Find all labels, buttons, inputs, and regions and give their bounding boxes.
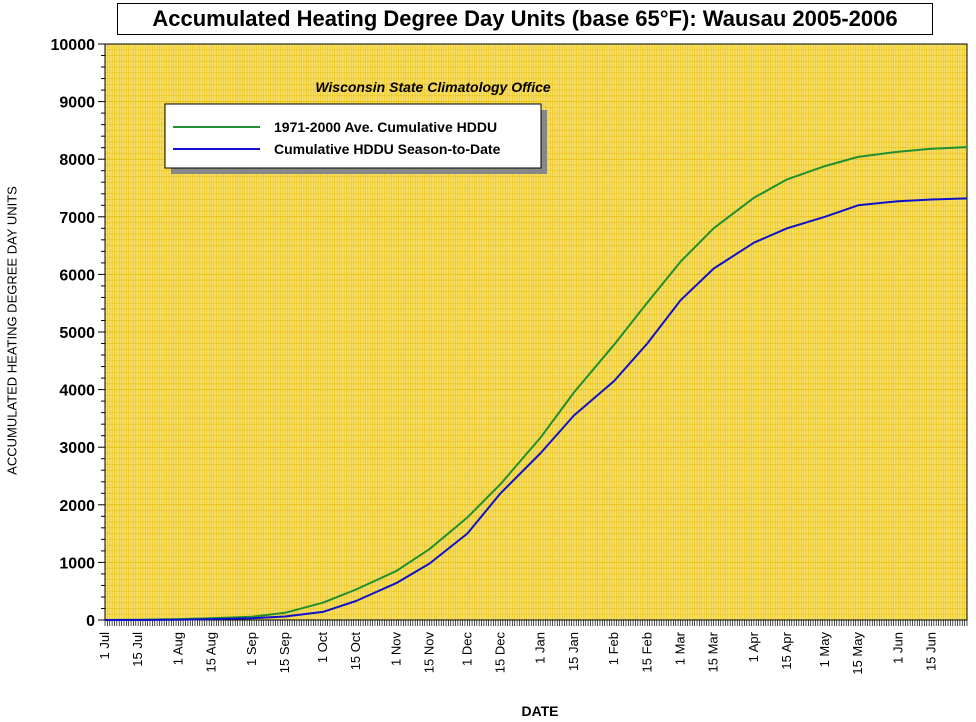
x-tick-label: 15 Mar bbox=[706, 631, 721, 672]
legend-box bbox=[164, 103, 542, 169]
y-tick-label: 7000 bbox=[59, 210, 95, 227]
y-tick-label: 1000 bbox=[59, 555, 95, 572]
x-tick-label: 1 Apr bbox=[746, 631, 761, 662]
x-axis-label: DATE bbox=[521, 703, 559, 719]
legend-label: Cumulative HDDU Season-to-Date bbox=[274, 141, 501, 157]
x-tick-label: 15 Aug bbox=[204, 632, 219, 673]
y-axis-label: ACCUMULATED HEATING DEGREE DAY UNITS bbox=[4, 186, 20, 475]
x-tick-label: 15 Oct bbox=[348, 632, 363, 671]
x-tick-label: 1 Jun bbox=[890, 632, 905, 664]
x-tick-label: 15 Jun bbox=[923, 632, 938, 671]
x-tick-label: 1 Jan bbox=[533, 632, 548, 664]
y-axis: 0 1000 2000 3000 4000 5000 6000 7000 8000 9000 100… bbox=[51, 37, 105, 630]
x-axis: 1 Jul 15 Jul 1 Aug 15 Aug 1 Sep 15 Sep 1 Oct 15… bbox=[97, 620, 968, 675]
x-tick-label: 15 Nov bbox=[421, 632, 436, 674]
x-tick-label: 15 Apr bbox=[779, 631, 794, 669]
y-tick-label: 5000 bbox=[59, 325, 95, 342]
x-tick-label: 15 Feb bbox=[639, 632, 654, 672]
x-tick-label: 1 Dec bbox=[459, 632, 474, 666]
x-tick-label: 1 Mar bbox=[672, 631, 687, 665]
y-tick-label: 3000 bbox=[59, 440, 95, 457]
series-line bbox=[105, 197, 968, 621]
chart-subtitle: Wisconsin State Climatology Office bbox=[315, 79, 551, 95]
series-lines bbox=[104, 146, 968, 621]
x-tick-label: 15 May bbox=[850, 632, 865, 675]
x-tick-label: 1 Jul bbox=[97, 632, 112, 660]
chart-title: Accumulated Heating Degree Day Units (ba… bbox=[117, 3, 933, 35]
chart-title-text: Accumulated Heating Degree Day Units (ba… bbox=[152, 6, 898, 31]
x-tick-label: 1 Aug bbox=[170, 632, 185, 665]
x-tick-label: 1 Sep bbox=[244, 632, 259, 666]
y-tick-label: 2000 bbox=[59, 498, 95, 515]
y-tick-label: 0 bbox=[86, 613, 95, 630]
x-tick-label: 15 Sep bbox=[277, 632, 292, 673]
x-tick-label: 1 May bbox=[817, 632, 832, 668]
y-tick-label: 6000 bbox=[59, 267, 95, 284]
y-tick-label: 4000 bbox=[59, 383, 95, 400]
y-tick-label: 9000 bbox=[59, 95, 95, 112]
legend-label: 1971-2000 Ave. Cumulative HDDU bbox=[274, 119, 497, 135]
x-tick-label: 15 Jan bbox=[566, 632, 581, 671]
x-tick-label: 15 Dec bbox=[492, 632, 507, 674]
y-tick-label: 10000 bbox=[51, 37, 96, 54]
x-tick-label: 1 Feb bbox=[606, 632, 621, 665]
series-line bbox=[104, 146, 968, 621]
x-tick-label: 15 Jul bbox=[130, 632, 145, 667]
y-tick-label: 8000 bbox=[59, 152, 95, 169]
x-tick-label: 1 Oct bbox=[315, 632, 330, 663]
x-tick-label: 1 Nov bbox=[388, 632, 403, 666]
legend: 1971-2000 Ave. Cumulative HDDU Cumulative… bbox=[164, 103, 547, 174]
